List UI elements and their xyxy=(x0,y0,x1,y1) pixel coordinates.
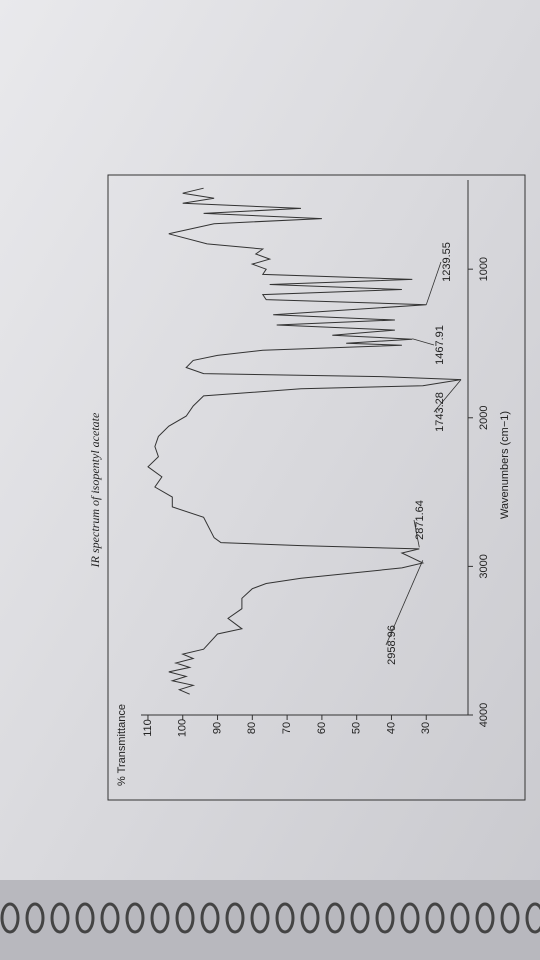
annotation-leader xyxy=(425,261,442,305)
annotation-leader xyxy=(433,379,462,413)
spiral-ring xyxy=(100,902,120,934)
spiral-ring xyxy=(325,902,345,934)
x-tick-label: 4000 xyxy=(478,703,490,727)
spiral-binding xyxy=(0,902,540,934)
spiral-ring xyxy=(225,902,245,934)
spiral-ring xyxy=(450,902,470,934)
x-tick-label: 1000 xyxy=(478,257,490,281)
annotation-label: 2871.64 xyxy=(414,500,426,540)
annotation-label: 2958.96 xyxy=(386,625,398,665)
spiral-ring xyxy=(525,902,540,934)
spiral-ring xyxy=(500,902,520,934)
annotation-leader xyxy=(412,338,435,346)
spiral-ring xyxy=(75,902,95,934)
y-tick-label: 110 xyxy=(142,719,154,737)
annotation-label: 1467.91 xyxy=(434,325,446,365)
spiral-ring xyxy=(275,902,295,934)
y-axis-label: % Transmittance xyxy=(116,704,128,786)
y-tick-label: 80 xyxy=(246,722,258,734)
x-tick-label: 2000 xyxy=(478,406,490,430)
spiral-ring xyxy=(250,902,270,934)
spiral-ring xyxy=(425,902,445,934)
x-axis-label: Wavenumbers (cm−1) xyxy=(499,411,511,519)
spiral-ring xyxy=(125,902,145,934)
spiral-ring xyxy=(150,902,170,934)
y-tick-label: 100 xyxy=(177,719,189,737)
spiral-ring xyxy=(350,902,370,934)
binding-area xyxy=(0,880,540,960)
spectrum-line xyxy=(147,187,462,695)
chart-title: IR spectrum of isopentyl acetate xyxy=(88,412,102,568)
annotation-leader xyxy=(385,560,424,646)
spiral-ring xyxy=(475,902,495,934)
y-tick-label: 60 xyxy=(316,722,328,734)
y-tick-label: 90 xyxy=(211,722,223,734)
y-tick-label: 30 xyxy=(420,722,432,734)
annotation-label: 1239.55 xyxy=(441,242,453,282)
spiral-ring xyxy=(25,902,45,934)
spiral-ring xyxy=(50,902,70,934)
spiral-ring xyxy=(200,902,220,934)
spiral-ring xyxy=(375,902,395,934)
y-tick-label: 50 xyxy=(351,722,363,734)
y-tick-label: 70 xyxy=(281,722,293,734)
spiral-ring xyxy=(300,902,320,934)
annotation-leader xyxy=(413,519,420,548)
spiral-ring xyxy=(400,902,420,934)
spiral-ring xyxy=(175,902,195,934)
x-tick-label: 3000 xyxy=(478,554,490,578)
spiral-ring xyxy=(0,902,20,934)
annotation-label: 1743.28 xyxy=(434,392,446,432)
frame xyxy=(107,174,526,801)
y-tick-label: 40 xyxy=(385,722,397,734)
